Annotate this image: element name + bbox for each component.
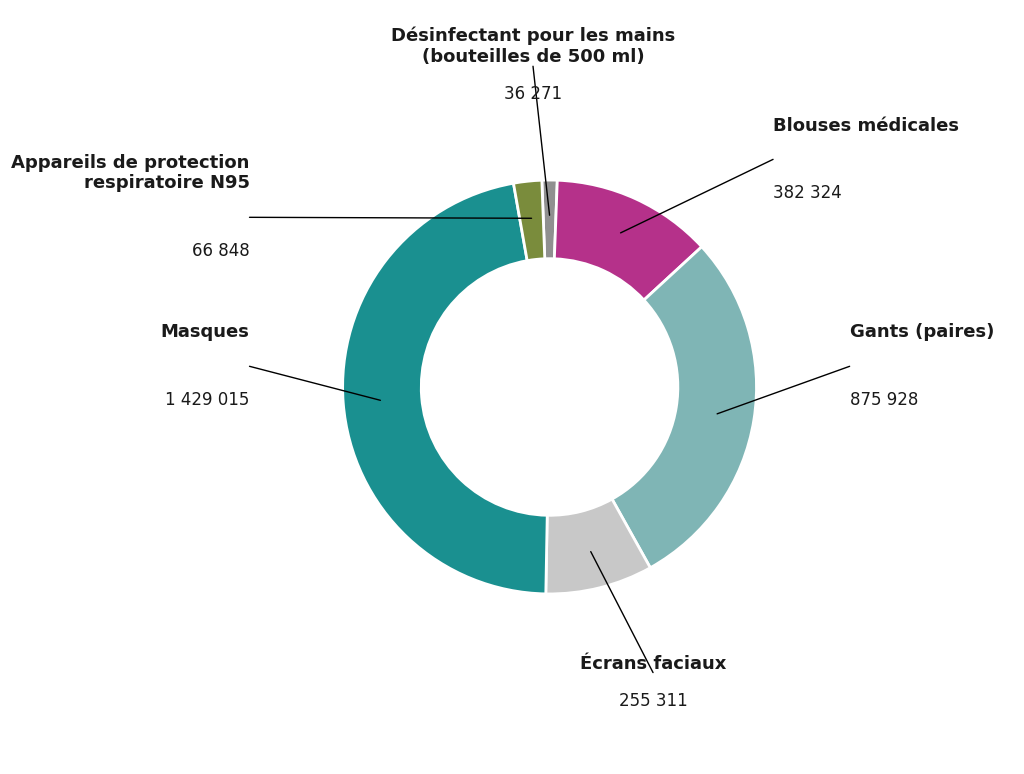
Wedge shape <box>513 180 545 261</box>
Wedge shape <box>542 180 557 259</box>
Wedge shape <box>612 247 757 568</box>
Wedge shape <box>546 499 650 594</box>
Text: Écrans faciaux: Écrans faciaux <box>580 655 726 673</box>
Text: 382 324: 382 324 <box>773 184 842 202</box>
Text: Appareils de protection
respiratoire N95: Appareils de protection respiratoire N95 <box>11 154 250 193</box>
Text: 66 848: 66 848 <box>191 242 250 260</box>
Text: 255 311: 255 311 <box>618 692 687 710</box>
Text: Gants (paires): Gants (paires) <box>850 324 994 341</box>
Text: 36 271: 36 271 <box>504 85 562 104</box>
Text: Blouses médicales: Blouses médicales <box>773 117 959 135</box>
Text: 1 429 015: 1 429 015 <box>165 391 250 409</box>
Text: Désinfectant pour les mains
(bouteilles de 500 ml): Désinfectant pour les mains (bouteilles … <box>391 27 675 67</box>
Wedge shape <box>343 183 547 594</box>
Wedge shape <box>554 180 701 300</box>
Text: Masques: Masques <box>161 324 250 341</box>
Text: 875 928: 875 928 <box>850 391 918 409</box>
